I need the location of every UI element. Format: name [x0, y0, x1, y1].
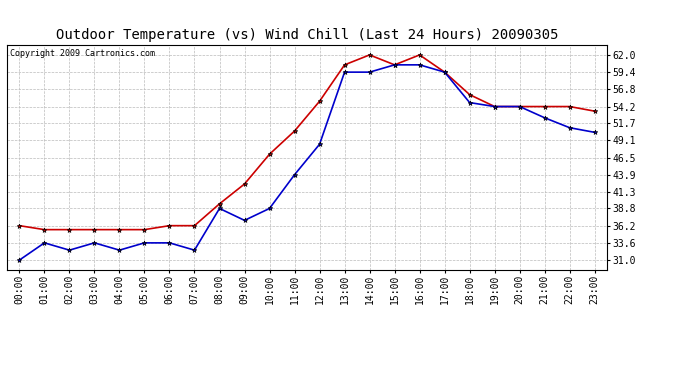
- Title: Outdoor Temperature (vs) Wind Chill (Last 24 Hours) 20090305: Outdoor Temperature (vs) Wind Chill (Las…: [56, 28, 558, 42]
- Text: Copyright 2009 Cartronics.com: Copyright 2009 Cartronics.com: [10, 50, 155, 58]
